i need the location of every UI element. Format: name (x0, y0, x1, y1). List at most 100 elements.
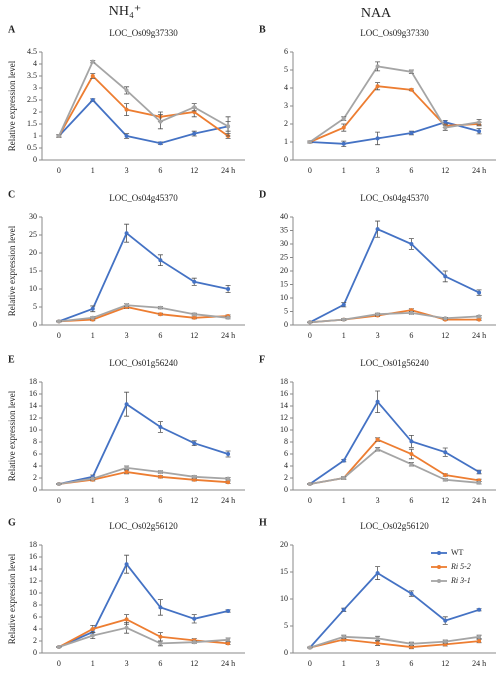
series-line (309, 65, 480, 143)
data-point (90, 627, 95, 631)
data-point (341, 607, 346, 612)
data-point (192, 105, 197, 110)
panel-title: LOC_Os02g56120 (360, 521, 429, 531)
data-point (409, 242, 414, 246)
data-point (409, 439, 414, 444)
data-point (124, 465, 129, 470)
data-point (443, 120, 448, 125)
y-tick-label: 18 (29, 377, 37, 386)
series-line (309, 438, 480, 485)
data-point (192, 441, 197, 446)
data-point (443, 618, 448, 623)
y-tick-label: 4 (33, 624, 37, 633)
data-point (477, 317, 482, 322)
y-tick-label: 6 (284, 449, 288, 458)
data-point (409, 462, 414, 467)
y-tick-label: 35 (280, 225, 288, 234)
data-point (124, 107, 129, 112)
panel-title: LOC_Os04g45370 (109, 193, 178, 203)
data-point (375, 84, 380, 89)
data-point (341, 317, 346, 322)
series-line (309, 571, 480, 649)
data-point (192, 477, 197, 482)
x-tick-label: 0 (57, 166, 61, 175)
y-tick-label: 5 (284, 306, 288, 315)
y-axis-label: Relative expression level (7, 390, 17, 481)
data-point (124, 625, 129, 630)
y-tick-label: 0 (33, 320, 37, 329)
data-point (477, 639, 482, 644)
data-point (375, 636, 380, 641)
data-point (192, 312, 197, 317)
y-tick-label: 0 (284, 648, 288, 657)
data-point (307, 482, 312, 486)
data-point (443, 450, 448, 455)
panel-label: F (259, 354, 265, 365)
panel-title: LOC_Os09g37330 (109, 28, 178, 38)
data-point (158, 470, 163, 474)
y-axis-label: Relative expression level (7, 553, 17, 644)
data-point (477, 470, 482, 474)
y-tick-label: 2 (284, 119, 288, 128)
data-point (341, 141, 346, 146)
y-tick-label: 40 (280, 212, 288, 221)
y-tick-label: 2 (33, 473, 37, 482)
x-tick-label: 3 (376, 659, 380, 668)
data-point (124, 470, 129, 474)
x-tick-label: 3 (125, 331, 129, 340)
y-tick-label: 0 (33, 648, 37, 657)
x-tick-label: 24 h (472, 166, 486, 175)
legend-marker (437, 565, 441, 569)
data-point (341, 634, 346, 639)
x-tick-label: 6 (158, 659, 162, 668)
data-point (56, 482, 61, 486)
x-tick-label: 12 (190, 166, 198, 175)
data-point (192, 315, 197, 320)
data-point (226, 287, 231, 291)
data-point (158, 641, 163, 646)
y-tick-label: 0 (284, 485, 288, 494)
data-point (375, 136, 380, 141)
data-point (158, 474, 163, 479)
panel-title: LOC_Os09g37330 (360, 28, 429, 38)
data-point (443, 639, 448, 644)
y-tick-label: 14 (280, 401, 288, 410)
data-point (477, 120, 482, 125)
y-tick-label: 15 (280, 567, 288, 576)
y-tick-label: 0 (33, 485, 37, 494)
y-tick-label: 3 (284, 101, 288, 110)
series-line (58, 562, 229, 648)
data-point (226, 124, 231, 129)
y-tick-label: 12 (29, 576, 37, 585)
y-tick-label: 12 (280, 413, 288, 422)
x-tick-label: 12 (190, 331, 198, 340)
x-tick-label: 6 (409, 166, 413, 175)
data-point (124, 231, 129, 236)
legend-label: WT (451, 548, 464, 557)
x-tick-label: 24 h (221, 331, 235, 340)
series-line (309, 400, 480, 485)
y-tick-label: 10 (29, 588, 37, 597)
data-point (158, 312, 163, 317)
data-point (375, 399, 380, 404)
data-point (124, 402, 129, 407)
data-point (90, 633, 95, 638)
data-point (409, 310, 414, 315)
x-tick-label: 12 (441, 166, 449, 175)
x-tick-label: 1 (91, 166, 95, 175)
x-tick-label: 1 (342, 659, 346, 668)
data-point (341, 476, 346, 480)
data-point (226, 609, 231, 613)
data-point (192, 616, 197, 621)
y-tick-label: 30 (29, 212, 37, 221)
x-tick-label: 0 (57, 331, 61, 340)
data-point (158, 119, 163, 124)
data-point (375, 447, 380, 452)
panel-label: C (8, 189, 15, 200)
data-point (124, 617, 129, 622)
data-point (192, 131, 197, 136)
x-tick-label: 24 h (221, 496, 235, 505)
x-tick-label: 6 (158, 496, 162, 505)
data-point (56, 645, 61, 649)
data-point (56, 319, 61, 324)
